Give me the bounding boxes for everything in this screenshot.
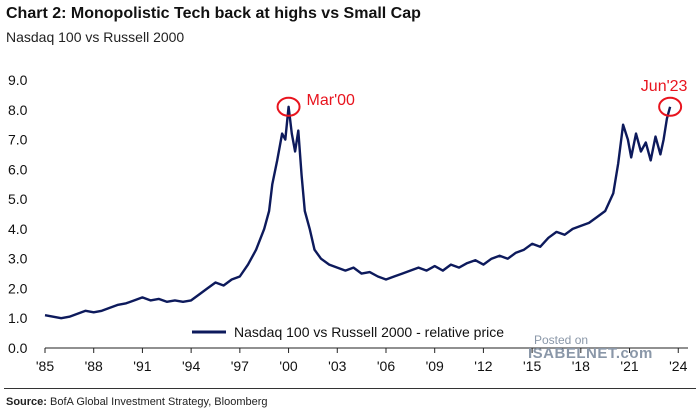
chart-title: Chart 2: Monopolistic Tech back at highs… [6,5,421,22]
watermark-posted-on: Posted on [534,333,589,347]
y-tick-label: 4.0 [8,221,28,237]
y-tick-label: 8.0 [8,102,28,118]
source-note: Source: BofA Global Investment Strategy,… [6,396,268,408]
y-tick-label: 9.0 [8,72,28,88]
x-tick-label: '91 [133,358,151,374]
x-tick-label: '18 [572,358,590,374]
y-tick-label: 6.0 [8,161,28,177]
annotation-circle [276,96,301,117]
x-tick-label: '12 [474,358,492,374]
footer-divider [4,388,696,389]
y-tick-label: 0.0 [8,340,28,356]
x-tick-label: '85 [36,358,54,374]
x-tick-label: '00 [279,358,297,374]
y-tick-label: 1.0 [8,310,28,326]
watermark: Posted on ISABELNET.com [528,333,653,361]
chart-subtitle: Nasdaq 100 vs Russell 2000 [6,29,185,45]
x-tick-label: '88 [85,358,103,374]
series-line-relative-price [44,105,672,320]
x-tick-label: '15 [523,358,541,374]
annotation-label: Mar'00 [307,92,356,109]
watermark-brand: ISABELNET.com [528,345,653,362]
x-tick-label: '94 [182,358,200,374]
x-tick-label: '03 [328,358,346,374]
x-tick-label: '06 [377,358,395,374]
x-tick-label: '09 [426,358,444,374]
x-tick-label: '21 [620,358,638,374]
y-tick-label: 2.0 [8,280,28,296]
annotation-circle [658,96,683,117]
source-label: Source: [6,396,47,408]
y-tick-label: 3.0 [8,251,28,267]
source-text: BofA Global Investment Strategy, Bloombe… [50,396,268,408]
y-tick-label: 5.0 [8,191,28,207]
line-chart: 0.0 1.0 2.0 3.0 4.0 5.0 6.0 7.0 8.0 9.0 '85 '88 '91 '… [8,72,688,374]
y-tick-label: 7.0 [8,132,28,148]
annotation-label: Jun'23 [641,78,688,95]
x-tick-label: '24 [669,358,687,374]
x-tick-label: '97 [231,358,249,374]
legend-label: Nasdaq 100 vs Russell 2000 - relative pr… [234,324,504,340]
